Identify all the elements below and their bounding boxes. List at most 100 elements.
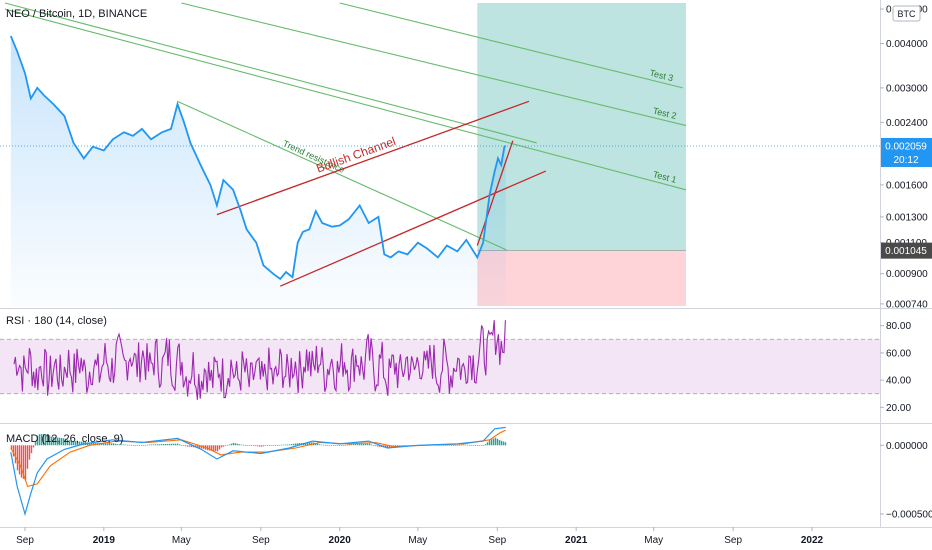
- macd-histogram-bar: [266, 445, 269, 446]
- macd-histogram-bar: [220, 445, 223, 448]
- price-line[interactable]: [9, 35, 507, 281]
- macd-histogram-bar: [146, 444, 149, 446]
- time-axis[interactable]: Sep 2019 May Sep 2020 May Sep 2021 May Sep 2022: [16, 527, 824, 546]
- macd-histogram-bar: [386, 445, 389, 448]
- rsi-axis-label: 20.00: [886, 403, 911, 414]
- time-axis-label: Sep: [488, 535, 506, 546]
- macd-histogram-bar: [476, 445, 479, 446]
- macd-line[interactable]: [10, 426, 506, 517]
- macd-histogram-bar: [22, 445, 25, 479]
- macd-histogram-bar: [464, 444, 467, 446]
- macd-histogram-bar: [304, 442, 307, 446]
- long-position-zones[interactable]: [477, 3, 687, 306]
- macd-histogram-bar: [120, 444, 123, 446]
- macd-histogram-bar: [228, 444, 231, 446]
- macd-axis[interactable]: 0.000000 −0.000500: [880, 441, 932, 521]
- macd-histogram-bar: [208, 445, 211, 451]
- macd-label: MACD (12, 26, close, 9): [6, 433, 123, 445]
- macd-histogram-bar: [214, 445, 217, 452]
- macd-histogram-bar: [166, 443, 169, 446]
- macd-histogram-bar: [158, 444, 161, 446]
- macd-histogram-bar: [72, 441, 75, 446]
- macd-pane[interactable]: MACD (12, 26, close, 9): [6, 426, 507, 517]
- currency-badge[interactable]: BTC: [892, 5, 921, 22]
- macd-histogram-bar: [480, 445, 483, 446]
- loss-zone[interactable]: [477, 250, 687, 306]
- macd-histogram-bar: [108, 443, 111, 446]
- macd-histogram-bar: [26, 445, 29, 469]
- macd-histogram-bar: [472, 445, 475, 446]
- time-axis-label: 2021: [565, 535, 588, 546]
- macd-histogram-bar: [346, 444, 349, 446]
- trend-line-1[interactable]: [4, 2, 537, 144]
- rsi-axis-label: 60.00: [886, 348, 911, 359]
- macd-histogram-bar: [282, 444, 285, 446]
- macd-histogram-bar: [160, 444, 163, 446]
- macd-histogram-bar: [138, 445, 141, 446]
- macd-histogram-bar: [70, 440, 73, 446]
- macd-histogram-bar: [88, 442, 91, 446]
- macd-histogram-bar: [44, 434, 47, 446]
- macd-histogram-bar: [140, 445, 143, 446]
- macd-histogram-bar: [296, 443, 299, 446]
- macd-histogram-bar: [38, 434, 41, 446]
- macd-histogram-bar: [230, 443, 233, 446]
- last-price-label: 0.002059: [885, 141, 927, 152]
- channel-line-1[interactable]: [216, 100, 530, 216]
- macd-histogram-bar: [440, 445, 443, 446]
- macd-histogram-bar: [60, 438, 63, 446]
- profit-zone[interactable]: [477, 3, 687, 251]
- macd-histogram-bar: [136, 445, 139, 446]
- macd-histogram-bar: [144, 445, 147, 446]
- macd-histogram-bar: [62, 438, 65, 446]
- macd-histogram-bar: [370, 444, 373, 446]
- macd-histogram-bar: [106, 443, 109, 446]
- macd-histogram-bar: [306, 442, 309, 446]
- macd-histogram-bar: [274, 445, 277, 446]
- channel-line-3[interactable]: [476, 140, 514, 246]
- rsi-axis[interactable]: 80.00 60.00 40.00 20.00: [880, 321, 911, 414]
- macd-histogram-bar: [152, 444, 155, 446]
- rsi-pane[interactable]: RSI · 180 (14, close): [0, 315, 880, 400]
- rsi-line[interactable]: [13, 320, 506, 400]
- macd-histogram-bar: [298, 443, 301, 446]
- price-axis-labels: 0.002059 20:12 0.001045: [881, 137, 932, 259]
- price-axis-label: 0.001600: [886, 180, 928, 191]
- macd-histogram-bar: [354, 444, 357, 446]
- macd-histogram-bar: [54, 437, 57, 446]
- macd-histogram-bar: [218, 445, 221, 450]
- macd-histogram-bar: [490, 439, 493, 446]
- macd-histogram-bar: [272, 445, 275, 446]
- macd-histogram-bar: [332, 445, 335, 446]
- macd-histogram-bar: [148, 444, 151, 446]
- macd-histogram-bar: [224, 445, 227, 446]
- macd-histogram-bar: [132, 445, 135, 446]
- macd-histogram-bar: [100, 443, 103, 446]
- macd-histogram-bar: [400, 445, 403, 446]
- macd-histogram-bar: [200, 445, 203, 449]
- macd-histogram-bar: [154, 444, 157, 446]
- macd-histogram-bar: [68, 440, 71, 446]
- macd-histogram-bar: [364, 443, 367, 446]
- macd-histogram-bar: [244, 445, 247, 446]
- macd-histogram-bar: [340, 445, 343, 446]
- currency-badge-label: BTC: [898, 9, 917, 19]
- macd-histogram-bar: [314, 443, 317, 446]
- trend-line-5[interactable]: [177, 100, 507, 251]
- macd-histogram-bar: [334, 445, 337, 446]
- macd-histogram-bar: [368, 443, 371, 446]
- chart-title: NEO / Bitcoin, 1D, BINANCE: [6, 8, 147, 20]
- channel-line-2[interactable]: [279, 170, 547, 287]
- trend-line-4[interactable]: [4, 8, 687, 191]
- countdown-label: 20:12: [893, 155, 918, 166]
- time-axis-label: 2020: [329, 535, 352, 546]
- macd-histogram-bar: [76, 441, 79, 446]
- macd-histogram-bar: [330, 445, 333, 446]
- macd-histogram-bar: [288, 444, 291, 446]
- macd-histogram-bar: [30, 445, 33, 454]
- trend-line-2[interactable]: [339, 2, 683, 89]
- macd-histogram-bar: [438, 445, 441, 446]
- trend-line-3[interactable]: [181, 2, 687, 127]
